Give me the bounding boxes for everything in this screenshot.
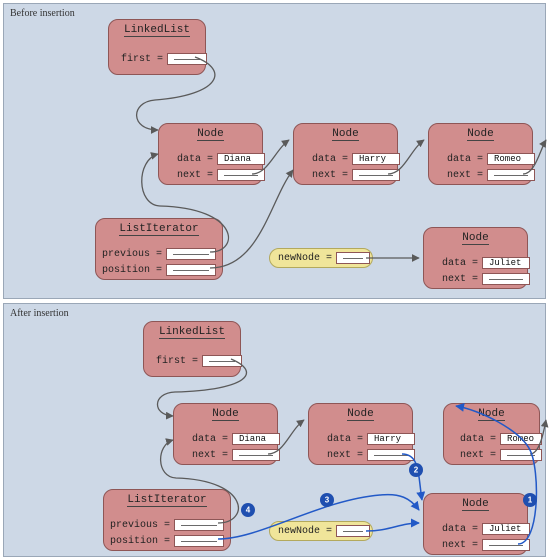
node-title: Node xyxy=(429,128,532,140)
data-slot: Harry xyxy=(367,433,415,445)
data-slot: Harry xyxy=(352,153,400,165)
next-label: next = xyxy=(452,450,496,461)
panel-after-label: After insertion xyxy=(10,308,69,319)
data-slot: Diana xyxy=(232,433,280,445)
p1-linkedlist-title: LinkedList xyxy=(109,24,205,36)
position-label: position = xyxy=(102,265,162,276)
p2-linkedlist-title: LinkedList xyxy=(144,326,240,338)
p1-node-diana: Node data = Diana next = xyxy=(158,123,263,185)
iter-title: ListIterator xyxy=(96,223,222,235)
node-title: Node xyxy=(444,408,539,420)
data-slot: Diana xyxy=(217,153,265,165)
newnode-slot xyxy=(336,525,370,537)
data-label: data = xyxy=(434,258,478,269)
next-slot xyxy=(352,169,400,181)
data-slot: Romeo xyxy=(487,153,535,165)
position-slot xyxy=(166,264,216,276)
p2-node-harry: Node data = Harry next = xyxy=(308,403,413,465)
next-label: next = xyxy=(434,274,478,285)
node-title: Node xyxy=(159,128,262,140)
node-title: Node xyxy=(424,232,527,244)
p2-listiterator: ListIterator previous = position = xyxy=(103,489,231,551)
next-slot xyxy=(367,449,415,461)
p1-node-juliet: Node data = Juliet next = xyxy=(423,227,528,289)
node-title: Node xyxy=(174,408,277,420)
next-label: next = xyxy=(319,450,363,461)
previous-label: previous = xyxy=(110,520,170,531)
node-title: Node xyxy=(294,128,397,140)
newnode-slot xyxy=(336,252,370,264)
previous-slot xyxy=(174,519,224,531)
data-label: data = xyxy=(169,154,213,165)
next-label: next = xyxy=(184,450,228,461)
next-slot xyxy=(232,449,280,461)
next-label: next = xyxy=(169,170,213,181)
p2-linkedlist: LinkedList first = xyxy=(143,321,241,377)
data-slot: Juliet xyxy=(482,257,530,269)
data-slot: Romeo xyxy=(500,433,542,445)
p1-listiterator: ListIterator previous = position = xyxy=(95,218,223,280)
data-label: data = xyxy=(319,434,363,445)
first-slot xyxy=(202,355,242,367)
panel-before-label: Before insertion xyxy=(10,8,75,19)
p1-linkedlist: LinkedList first = xyxy=(108,19,206,75)
data-slot: Juliet xyxy=(482,523,530,535)
p2-node-romeo: Node data = Romeo next = xyxy=(443,403,540,465)
next-slot xyxy=(482,539,530,551)
p1-newnode-pill: newNode = xyxy=(269,248,373,268)
next-slot xyxy=(500,449,542,461)
previous-label: previous = xyxy=(102,249,162,260)
data-label: data = xyxy=(452,434,496,445)
data-label: data = xyxy=(439,154,483,165)
p1-node-harry: Node data = Harry next = xyxy=(293,123,398,185)
first-label: first = xyxy=(154,356,198,367)
newnode-label: newNode = xyxy=(278,253,332,264)
previous-slot xyxy=(166,248,216,260)
iter-title: ListIterator xyxy=(104,494,230,506)
p2-node-diana: Node data = Diana next = xyxy=(173,403,278,465)
newnode-label: newNode = xyxy=(278,526,332,537)
data-label: data = xyxy=(304,154,348,165)
first-slot xyxy=(167,53,207,65)
next-label: next = xyxy=(439,170,483,181)
first-label: first = xyxy=(119,54,163,65)
next-slot xyxy=(487,169,535,181)
node-title: Node xyxy=(309,408,412,420)
next-label: next = xyxy=(434,540,478,551)
node-title: Node xyxy=(424,498,527,510)
next-slot xyxy=(217,169,265,181)
p2-node-juliet: Node data = Juliet next = xyxy=(423,493,528,555)
data-label: data = xyxy=(434,524,478,535)
next-slot xyxy=(482,273,530,285)
p1-node-romeo: Node data = Romeo next = xyxy=(428,123,533,185)
data-label: data = xyxy=(184,434,228,445)
position-label: position = xyxy=(110,536,170,547)
p2-newnode-pill: newNode = xyxy=(269,521,373,541)
position-slot xyxy=(174,535,224,547)
next-label: next = xyxy=(304,170,348,181)
